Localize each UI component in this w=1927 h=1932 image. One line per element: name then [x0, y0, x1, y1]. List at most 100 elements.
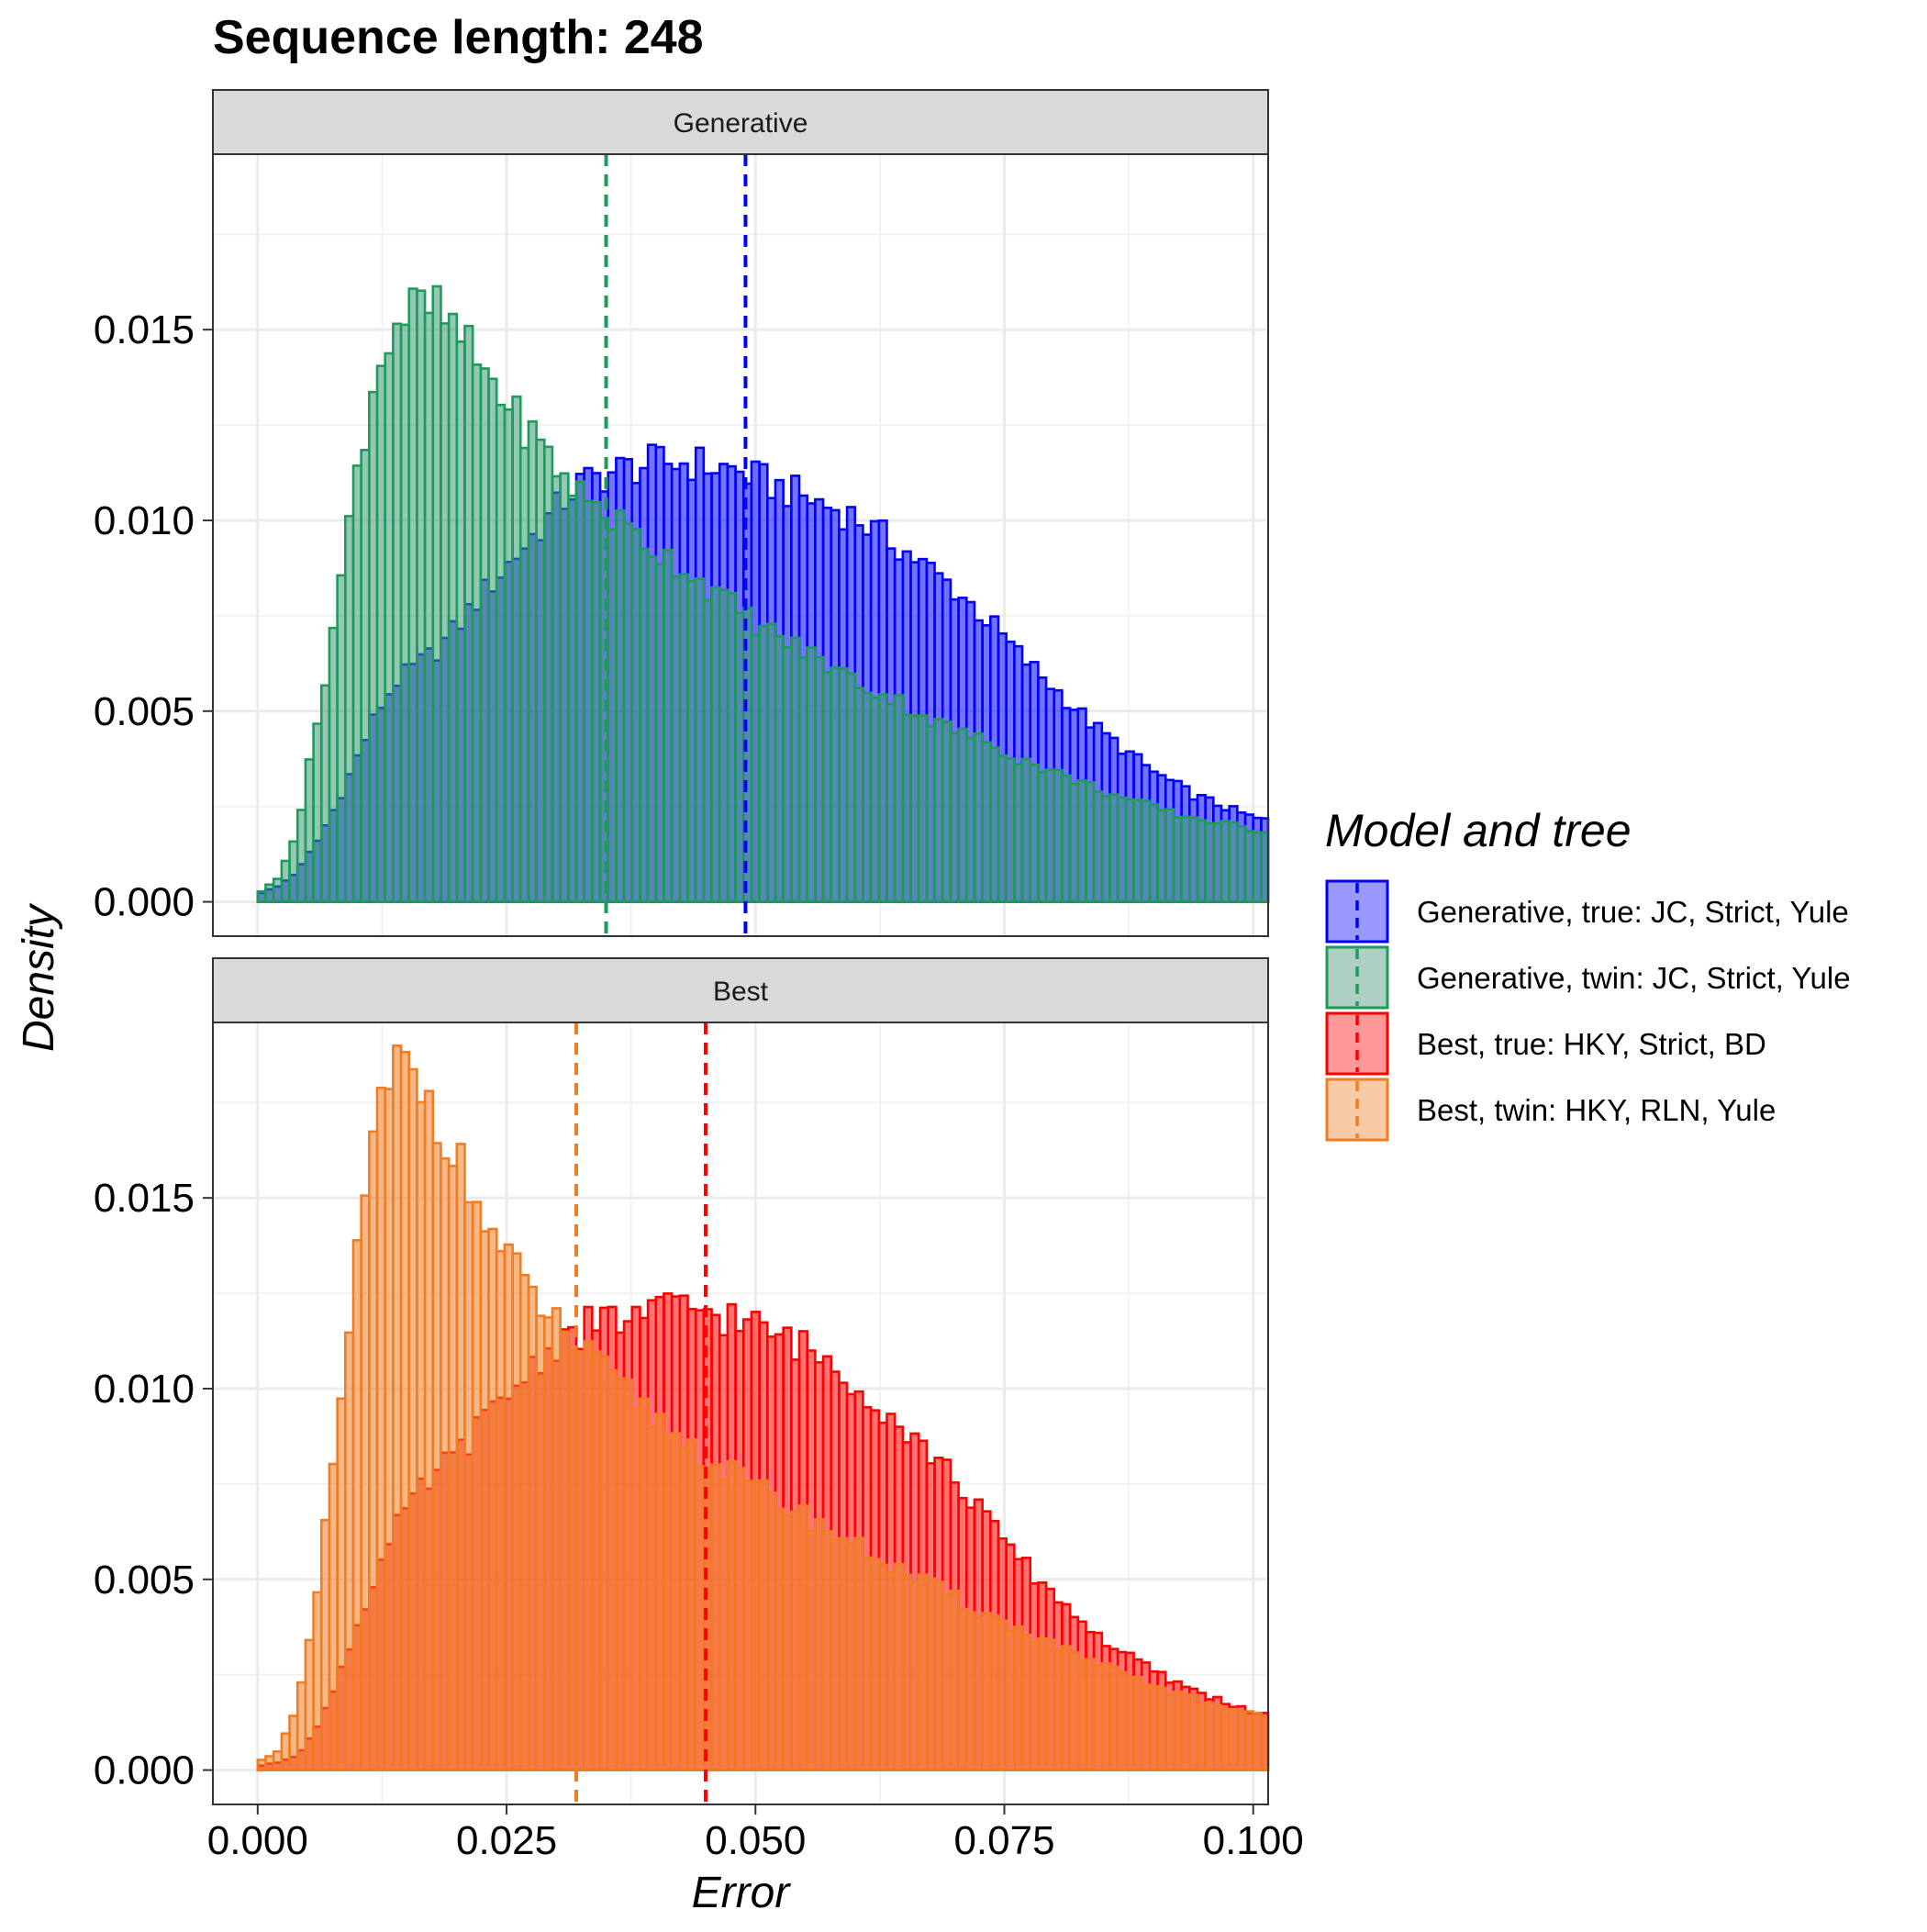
- histogram-bar: [511, 1252, 522, 1771]
- histogram-bar: [447, 1165, 459, 1771]
- histogram-bar: [463, 324, 474, 903]
- legend: Model and tree Generative, true: JC, Str…: [1325, 805, 1851, 1142]
- histogram-bar: [678, 573, 689, 903]
- histogram-bar: [423, 1089, 435, 1771]
- histogram-bar: [1236, 1710, 1247, 1771]
- histogram-bar: [1180, 815, 1191, 903]
- histogram-bar: [1020, 757, 1032, 903]
- histogram-bar: [758, 624, 769, 903]
- histogram-bar: [670, 575, 682, 903]
- histogram-bar: [741, 606, 753, 903]
- y-tick-label: 0.010: [94, 498, 195, 543]
- histogram-bar: [949, 1589, 960, 1771]
- histogram-bar: [663, 548, 674, 903]
- histogram-bar: [463, 1201, 474, 1771]
- histogram-bar: [1037, 771, 1048, 903]
- histogram-bar: [670, 1432, 682, 1771]
- histogram-bar: [639, 547, 650, 903]
- histogram-bar: [607, 528, 618, 903]
- histogram-bar: [1220, 1708, 1231, 1771]
- histogram-bar: [495, 1249, 507, 1771]
- histogram-bar: [869, 696, 881, 903]
- histogram-bar: [542, 1316, 554, 1771]
- histogram-bar: [814, 655, 825, 903]
- histogram-bar: [821, 1530, 833, 1771]
- histogram-bar: [407, 1067, 418, 1771]
- histogram-bar: [765, 622, 777, 903]
- y-axis-label: Density: [15, 902, 63, 1052]
- histogram-bar: [997, 1619, 1008, 1771]
- histogram-bar: [392, 322, 403, 903]
- histogram-bar: [375, 1086, 386, 1771]
- bars-layer: [256, 285, 1270, 903]
- histogram-bar: [782, 1513, 793, 1771]
- histogram-bar: [328, 1462, 339, 1771]
- histogram-bar: [574, 480, 585, 903]
- histogram-bar: [1068, 1651, 1080, 1771]
- histogram-bar: [821, 671, 833, 903]
- histogram-bar: [964, 1611, 976, 1771]
- histogram-bar: [1108, 793, 1119, 903]
- histogram-bar: [1228, 821, 1239, 903]
- histogram-bar: [1243, 1710, 1255, 1771]
- histogram-bar: [1187, 816, 1199, 903]
- histogram-bar: [455, 1143, 466, 1771]
- histogram-bar: [1108, 1665, 1119, 1771]
- histogram-bar: [440, 322, 451, 903]
- histogram-bar: [845, 672, 857, 903]
- histogram-bar: [518, 446, 530, 903]
- histogram-bar: [1005, 757, 1016, 903]
- histogram-bar: [455, 340, 466, 903]
- histogram-bar: [1013, 1625, 1024, 1771]
- strip-background: [212, 89, 1269, 155]
- histogram-bar: [1029, 763, 1040, 903]
- histogram-bar: [368, 390, 379, 903]
- x-tick-label: 0.100: [1203, 1818, 1304, 1863]
- y-axis: 0.000 0.005 0.010 0.015: [94, 307, 213, 925]
- histogram-bar: [646, 1425, 658, 1771]
- series-twin: [256, 285, 1270, 903]
- histogram-bar: [1085, 1658, 1096, 1771]
- histogram-bar: [535, 438, 546, 903]
- histogram-bar: [1124, 1675, 1135, 1771]
- histogram-bar: [407, 287, 418, 903]
- histogram-bar: [646, 555, 658, 903]
- strip-label-best: Best: [713, 977, 769, 1007]
- histogram-bar: [487, 1227, 498, 1771]
- histogram-bar: [1044, 768, 1056, 903]
- histogram-bar: [917, 1573, 929, 1771]
- histogram-bar: [886, 1571, 897, 1771]
- histogram-bar: [542, 445, 554, 903]
- histogram-bar: [694, 1465, 706, 1771]
- histogram-bar: [639, 1397, 650, 1771]
- histogram-bar: [567, 494, 578, 903]
- y-tick-label: 0.015: [94, 307, 195, 352]
- histogram-bar: [710, 1463, 721, 1771]
- histogram-bar: [535, 1314, 546, 1771]
- histogram-bar: [295, 1681, 307, 1771]
- histogram-bar: [288, 1714, 299, 1771]
- histogram-bar: [1037, 1636, 1048, 1771]
- histogram-bar: [1228, 1707, 1239, 1771]
- histogram-bar: [1212, 1703, 1223, 1771]
- histogram-bar: [981, 741, 992, 903]
- histogram-bar: [838, 667, 849, 903]
- histogram-bar: [495, 403, 507, 903]
- histogram-bar: [1260, 1715, 1270, 1771]
- histogram-bar: [518, 1273, 530, 1771]
- histogram-bar: [1061, 774, 1072, 903]
- histogram-bar: [886, 702, 897, 903]
- histogram-bar: [471, 363, 483, 903]
- x-tick-label: 0.075: [953, 1818, 1054, 1863]
- histogram-bar: [1100, 795, 1111, 903]
- histogram-bar: [750, 1480, 761, 1771]
- histogram-bar: [264, 1755, 275, 1771]
- histogram-bar: [734, 611, 745, 903]
- histogram-bar: [1243, 830, 1255, 903]
- panel-border: [212, 1022, 1269, 1805]
- histogram-bar: [360, 1194, 371, 1771]
- histogram-bar: [1076, 1658, 1087, 1771]
- histogram-bar: [845, 1542, 857, 1771]
- histogram-bar: [1148, 1685, 1159, 1771]
